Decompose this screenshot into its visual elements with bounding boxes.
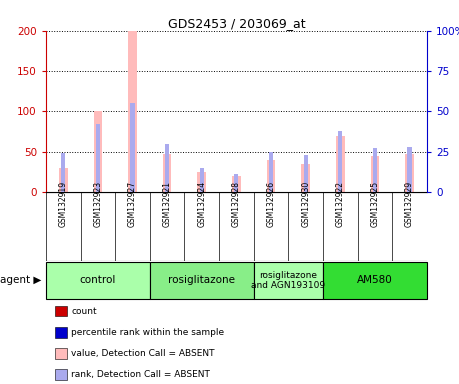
Text: GSM132926: GSM132926 <box>267 180 275 227</box>
Bar <box>200 168 204 192</box>
Bar <box>303 155 308 192</box>
Bar <box>254 262 323 299</box>
Bar <box>94 111 102 192</box>
Text: GSM132929: GSM132929 <box>405 180 414 227</box>
Text: rosiglitazone
and AGN193109: rosiglitazone and AGN193109 <box>251 271 325 290</box>
Text: GSM132930: GSM132930 <box>301 180 310 227</box>
Text: GSM132927: GSM132927 <box>128 180 137 227</box>
Text: count: count <box>71 306 97 316</box>
Text: control: control <box>80 275 116 285</box>
Bar <box>338 131 342 192</box>
Text: rank, Detection Call = ABSENT: rank, Detection Call = ABSENT <box>71 370 210 379</box>
Text: GSM132928: GSM132928 <box>232 180 241 227</box>
Text: rosiglitazone: rosiglitazone <box>168 275 235 285</box>
Bar <box>150 262 254 299</box>
Bar <box>373 149 377 192</box>
Bar <box>165 144 169 192</box>
Text: GSM132921: GSM132921 <box>162 180 172 227</box>
Bar <box>163 154 172 192</box>
Text: GSM132922: GSM132922 <box>336 180 345 227</box>
Bar <box>96 124 100 192</box>
Bar <box>269 152 273 192</box>
Bar <box>408 147 412 192</box>
Bar <box>234 174 239 192</box>
Text: AM580: AM580 <box>357 275 393 285</box>
Text: percentile rank within the sample: percentile rank within the sample <box>71 328 224 337</box>
Bar <box>232 176 241 192</box>
Bar <box>46 262 150 299</box>
Title: GDS2453 / 203069_at: GDS2453 / 203069_at <box>168 17 305 30</box>
Text: GSM132923: GSM132923 <box>93 180 102 227</box>
Bar <box>61 153 65 192</box>
Bar <box>336 136 345 192</box>
Text: GSM132925: GSM132925 <box>370 180 380 227</box>
Text: agent ▶: agent ▶ <box>0 275 41 285</box>
Bar <box>130 103 134 192</box>
Text: value, Detection Call = ABSENT: value, Detection Call = ABSENT <box>71 349 215 358</box>
Bar <box>128 31 137 192</box>
Bar <box>267 160 275 192</box>
Bar <box>301 164 310 192</box>
Bar <box>323 262 427 299</box>
Text: GSM132924: GSM132924 <box>197 180 206 227</box>
Bar <box>405 154 414 192</box>
Bar <box>370 156 379 192</box>
Bar <box>197 172 206 192</box>
Bar <box>59 168 67 192</box>
Text: GSM132919: GSM132919 <box>59 180 68 227</box>
